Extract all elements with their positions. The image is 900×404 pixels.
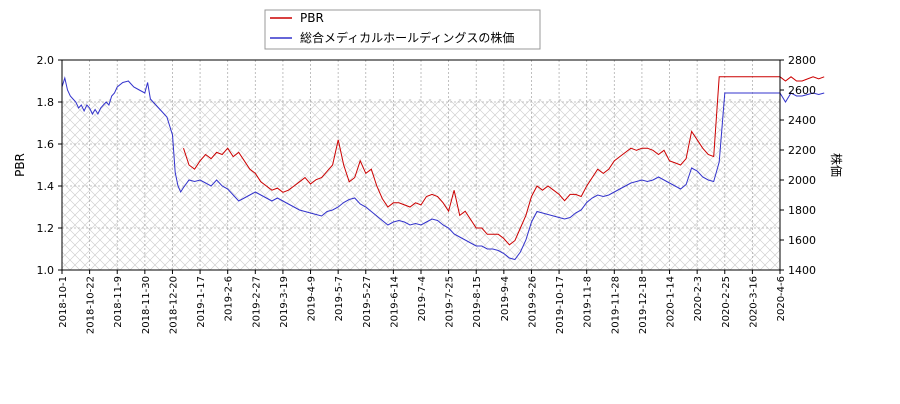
series-layer	[61, 76, 825, 261]
y-right-tick-label: 2800	[788, 54, 816, 67]
x-tick-label: 2020-3-16	[748, 276, 759, 328]
legend-label-pbr: PBR	[300, 11, 324, 25]
x-tick-label: 2020-2-3	[693, 276, 704, 321]
y-left-tick-label: 1.0	[37, 264, 55, 277]
x-tick-label: 2018-11-9	[113, 276, 124, 328]
x-tick-label: 2019-5-7	[334, 276, 345, 321]
x-tick-label: 2018-12-20	[168, 276, 179, 334]
y-left-tick-label: 2.0	[37, 54, 55, 67]
x-tick-label: 2019-9-26	[527, 276, 538, 328]
x-tick-label: 2018-10-22	[86, 276, 97, 334]
x-tick-label: 2019-5-27	[362, 276, 373, 328]
axes: 1.0 1.2 1.4 1.6 1.8 2.0 1400 1600 1800 2000 2200 24…	[13, 54, 844, 334]
x-tick-label: 2019-11-8	[583, 276, 594, 328]
x-tick-label: 2019-11-28	[610, 276, 621, 334]
x-tick-label: 2019-9-4	[500, 276, 511, 321]
x-tick-label: 2019-2-6	[224, 276, 235, 321]
x-tick-label: 2019-10-17	[555, 276, 566, 334]
x-tick-label: 2019-3-19	[279, 276, 290, 328]
y-left-tick-label: 1.8	[37, 96, 55, 109]
legend-label-stock-price: 総合メディカルホールディングスの株価	[300, 30, 514, 45]
legend-box	[264, 9, 541, 50]
x-tick-label: 2019-12-18	[638, 276, 649, 334]
y-right-tick-label: 2200	[788, 144, 816, 157]
x-tick-label: 2018-10-1	[58, 276, 69, 328]
x-tick-label: 2020-1-14	[666, 276, 677, 328]
y-right-axis-label: 株価	[829, 153, 844, 177]
y-right-tick-label: 1400	[788, 264, 816, 277]
x-tick-label: 2018-11-30	[141, 276, 152, 334]
y-right-tick-label: 1800	[788, 204, 816, 217]
y-right-tick-label: 2600	[788, 84, 816, 97]
series-line-stock-price	[61, 76, 825, 261]
legend: PBR 総合メディカルホールディングスの株価	[264, 9, 541, 50]
x-tick-label: 2019-7-25	[445, 276, 456, 328]
grid	[61, 59, 781, 271]
x-tick-label: 2019-8-15	[472, 276, 483, 328]
y-right-tick-label: 2400	[788, 114, 816, 127]
x-tick-label: 2019-2-27	[251, 276, 262, 328]
y-left-axis-label: PBR	[13, 153, 27, 177]
y-left-tick-label: 1.2	[37, 222, 55, 235]
y-left-tick-label: 1.4	[37, 180, 55, 193]
y-right-tick-label: 2000	[788, 174, 816, 187]
x-tick-label: 2020-4-6	[776, 276, 787, 321]
x-tick-label: 2019-4-9	[307, 276, 318, 321]
x-tick-label: 2019-1-17	[196, 276, 207, 328]
y-left-tick-label: 1.6	[37, 138, 55, 151]
x-tick-label: 2019-7-4	[417, 276, 428, 321]
x-tick-label: 2019-6-14	[389, 276, 400, 328]
y-right-tick-label: 1600	[788, 234, 816, 247]
x-tick-label: 2020-2-25	[721, 276, 732, 328]
series-line-pbr	[183, 76, 825, 246]
